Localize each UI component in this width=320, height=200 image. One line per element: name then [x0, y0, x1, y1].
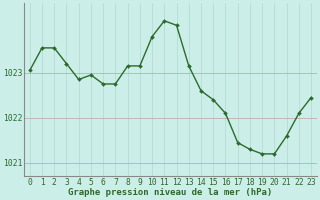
X-axis label: Graphe pression niveau de la mer (hPa): Graphe pression niveau de la mer (hPa) — [68, 188, 273, 197]
